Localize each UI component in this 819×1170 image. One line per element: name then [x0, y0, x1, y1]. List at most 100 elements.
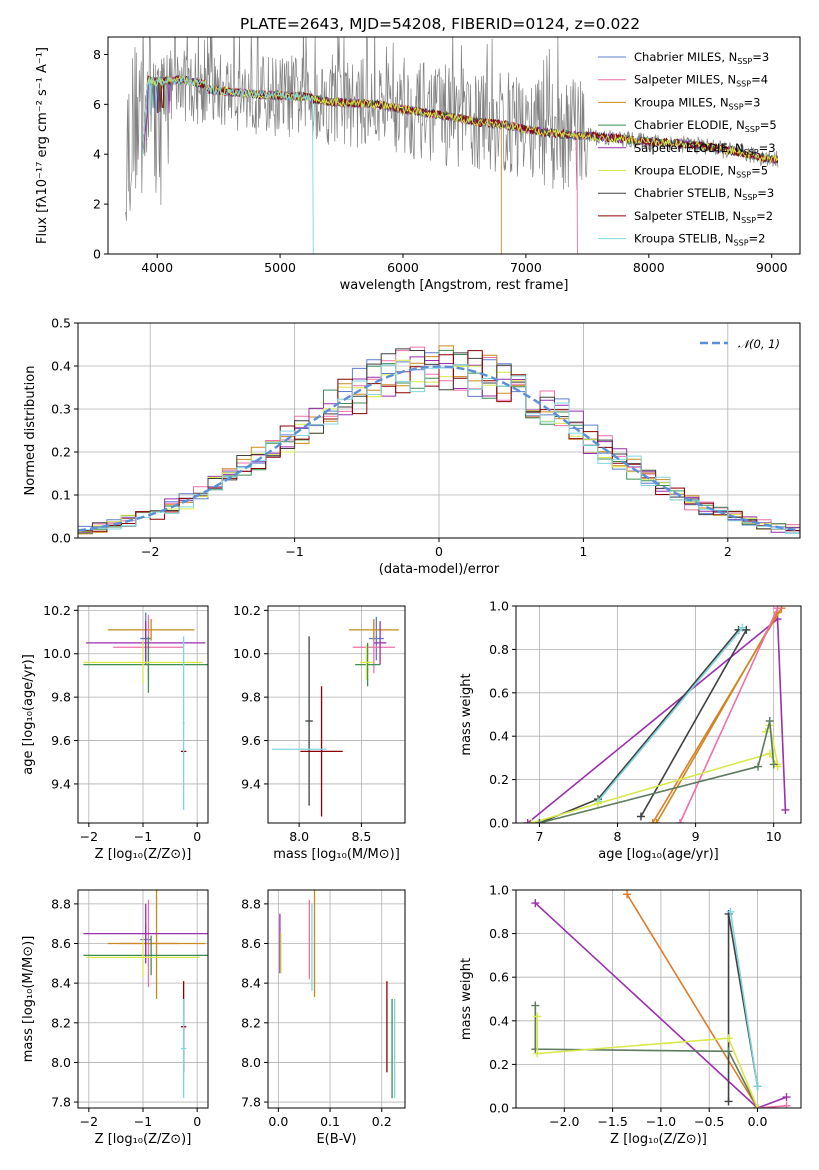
- errorbar-point: [83, 935, 208, 976]
- x-axis-label: Z [log₁₀(Z/Z⊙)]: [95, 847, 192, 862]
- weight-marker: [652, 819, 661, 823]
- axes-frame: 4000 5000 6000 7000 8000 9000 0 2 4 6 8 wavelength …: [35, 36, 801, 293]
- axes-frame: −2 −1 0 7.8 8.0 8.2 8.4 8.6 8.8 Z [log₁₀(Z/Z⊙)] ma…: [21, 889, 209, 1147]
- weight-marker: [593, 799, 602, 808]
- weight-line: [655, 612, 779, 823]
- errorbar-point: [305, 636, 313, 806]
- x-tick-label: −2: [80, 1114, 98, 1129]
- weight-marker: [781, 805, 790, 814]
- axes-frame: 0.0 0.1 0.2 7.8 8.0 8.2 8.4 8.6 8.8 E(B-V): [241, 889, 406, 1147]
- y-tick-label: 0.4: [51, 359, 71, 374]
- errorbar-point: [180, 999, 187, 1099]
- plot-area: [531, 890, 791, 1108]
- errorbar-point: [355, 642, 381, 687]
- x-tick-label: 0: [193, 1114, 201, 1129]
- y-tick-label: 0.8: [489, 642, 509, 657]
- weight-series: [535, 717, 778, 823]
- x-tick-label: 5000: [264, 260, 296, 275]
- y-tick-label: 8.8: [51, 896, 71, 911]
- axes-frame: 7 8 9 10 0.0 0.2 0.4 0.6 0.8 1.0 age [log₁₀(age/yr…: [459, 599, 802, 862]
- y-tick-label: 8.4: [51, 976, 71, 991]
- plot-area: [83, 612, 208, 810]
- y-tick-label: 7.8: [241, 1095, 261, 1110]
- errorbar-point: [86, 937, 200, 978]
- x-tick-label: 0.1: [320, 1114, 340, 1129]
- y-tick-label: 0.5: [51, 316, 71, 331]
- y-axis-label: age [log₁₀(age/yr)]: [21, 654, 36, 775]
- x-tick-label: −2: [80, 829, 98, 844]
- legend-label: Kroupa ELODIE, NSSP=5: [634, 164, 768, 180]
- axes-frame: −2.0 −1.5 −1.0 −0.5 0.0 0.0 0.2 0.4 0.6 0.8 1.0 Z […: [459, 883, 802, 1147]
- x-tick-label: 0: [435, 544, 443, 559]
- x-tick-label: −2.0: [549, 1114, 579, 1129]
- x-axis-label: Z [log₁₀(Z/Z⊙)]: [95, 1132, 192, 1147]
- weight-series: [527, 749, 782, 823]
- weight-line: [640, 629, 748, 817]
- legend-label: Kroupa MILES, NSSP=3: [634, 95, 760, 111]
- weight-marker: [523, 819, 532, 823]
- x-axis-label: age [log₁₀(age/yr)]: [598, 847, 719, 862]
- y-tick-label: 0.0: [489, 1101, 509, 1116]
- errorbar-point: [368, 616, 384, 661]
- x-tick-label: −1: [285, 544, 303, 559]
- y-tick-label: 0.6: [489, 970, 509, 985]
- x-tick-label: −1: [134, 829, 152, 844]
- y-tick-label: 2: [93, 197, 101, 212]
- age-vs-mass-panel: 8.0 8.5 9.4 9.6 9.8 10.0 10.2 mass [log₁₀(M/M⊙)…: [233, 603, 406, 862]
- weight-marker: [782, 1101, 791, 1108]
- weight-vs-metallicity-panel: −2.0 −1.5 −1.0 −0.5 0.0 0.0 0.2 0.4 0.6 0.8 1.0 Z […: [459, 883, 802, 1147]
- y-tick-label: 0.6: [489, 685, 509, 700]
- weight-marker: [754, 762, 763, 771]
- plot-area: [523, 606, 790, 823]
- weight-marker: [675, 819, 684, 823]
- y-axis-label: Normed distribution: [23, 366, 38, 496]
- y-tick-label: 8.2: [51, 1015, 71, 1030]
- y-tick-label: 9.6: [51, 733, 71, 748]
- x-axis-label: E(B-V): [316, 1132, 356, 1147]
- y-axis-label: mass weight: [459, 958, 474, 1040]
- weight-marker: [753, 1104, 762, 1108]
- weight-line: [534, 1005, 759, 1108]
- weight-line: [531, 752, 779, 823]
- weight-series: [533, 1012, 762, 1108]
- axes-frame: −2 −1 0 9.4 9.6 9.8 10.0 10.2 Z [log₁₀(Z/Z⊙)] age…: [21, 603, 209, 862]
- weight-marker: [531, 1001, 540, 1010]
- x-tick-label: −1.0: [646, 1114, 676, 1129]
- errorbar-point: [300, 686, 343, 817]
- spectrum-legend: Chabrier MILES, NSSP=3 Salpeter MILES, NS…: [598, 50, 777, 248]
- y-tick-label: 1.0: [489, 883, 509, 898]
- y-tick-label: 8.0: [241, 1055, 261, 1070]
- y-tick-label: 10.2: [233, 603, 261, 618]
- axes-box: [267, 605, 406, 824]
- weight-line: [539, 629, 740, 823]
- x-axis-label: wavelength [Angstrom, rest frame]: [340, 278, 569, 293]
- y-tick-label: 1.0: [489, 599, 509, 614]
- errorbar-point: [86, 621, 206, 665]
- errorbar-point: [182, 636, 185, 810]
- weight-line: [679, 607, 779, 823]
- weight-marker: [535, 819, 544, 823]
- weight-marker: [742, 625, 751, 634]
- x-tick-label: 0.0: [268, 1114, 288, 1129]
- observed-spectrum: [124, 37, 779, 221]
- weight-marker: [726, 907, 735, 916]
- y-axis-label: mass weight: [459, 673, 474, 755]
- x-tick-label: 7000: [510, 260, 542, 275]
- mass-vs-extinction-panel: 0.0 0.1 0.2 7.8 8.0 8.2 8.4 8.6 8.8 E(B-V): [241, 889, 406, 1147]
- figure-title: PLATE=2643, MJD=54208, FIBERID=0124, z=0…: [240, 15, 640, 33]
- axes-box: [107, 36, 801, 255]
- legend-label: Chabrier STELIB, NSSP=3: [634, 186, 774, 202]
- y-tick-label: 4: [93, 147, 101, 162]
- x-tick-label: 7: [535, 829, 543, 844]
- weight-series: [523, 615, 790, 823]
- weight-line: [626, 893, 759, 1108]
- y-tick-label: 9.6: [241, 733, 261, 748]
- y-tick-label: 0.4: [489, 1013, 509, 1028]
- plot-area: [279, 890, 396, 1099]
- weight-line: [539, 720, 775, 823]
- x-axis-label: Z [log₁₀(Z/Z⊙)]: [610, 1132, 707, 1147]
- y-tick-label: 0.2: [489, 1057, 509, 1072]
- y-tick-label: 10.2: [43, 603, 71, 618]
- weight-marker: [765, 717, 774, 726]
